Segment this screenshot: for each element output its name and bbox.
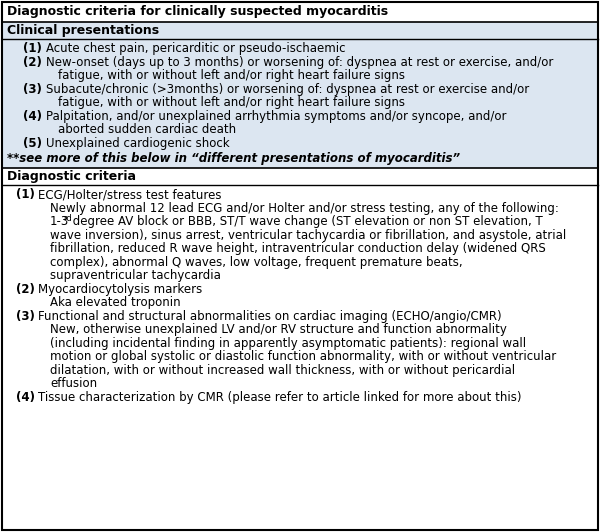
Bar [2, 39, 598, 168]
Bar [2, 185, 598, 408]
Text: (1): (1) [23, 42, 42, 55]
Text: (5): (5) [23, 137, 42, 149]
Text: (1): (1) [16, 188, 35, 201]
Text: effusion: effusion [50, 377, 97, 390]
Text: Myocardiocytolysis markers: Myocardiocytolysis markers [38, 282, 202, 296]
Text: Newly abnormal 12 lead ECG and/or Holter and/or stress testing, any of the follo: Newly abnormal 12 lead ECG and/or Holter… [50, 202, 559, 215]
Text: Diagnostic criteria for clinically suspected myocarditis: Diagnostic criteria for clinically suspe… [7, 5, 388, 19]
Text: complex), abnormal Q waves, low voltage, frequent premature beats,: complex), abnormal Q waves, low voltage,… [50, 256, 463, 269]
Text: Aka elevated troponin: Aka elevated troponin [50, 296, 181, 309]
Bar [2, 22, 598, 39]
Text: Acute chest pain, pericarditic or pseudo-ischaemic: Acute chest pain, pericarditic or pseudo… [46, 42, 346, 55]
Text: Palpitation, and/or unexplained arrhythmia symptoms and/or syncope, and/or: Palpitation, and/or unexplained arrhythm… [46, 110, 506, 123]
Text: Functional and structural abnormalities on cardiac imaging (ECHO/angio/CMR): Functional and structural abnormalities … [38, 310, 502, 323]
Text: Unexplained cardiogenic shock: Unexplained cardiogenic shock [46, 137, 230, 149]
Text: Tissue characterization by CMR (please refer to article linked for more about th: Tissue characterization by CMR (please r… [38, 390, 521, 404]
Text: New, otherwise unexplained LV and/or RV structure and function abnormality: New, otherwise unexplained LV and/or RV … [50, 323, 507, 336]
Text: dilatation, with or without increased wall thickness, with or without pericardia: dilatation, with or without increased wa… [50, 364, 515, 377]
Text: motion or global systolic or diastolic function abnormality, with or without ven: motion or global systolic or diastolic f… [50, 350, 556, 363]
Text: (3): (3) [23, 83, 42, 96]
Text: fibrillation, reduced R wave height, intraventricular conduction delay (widened : fibrillation, reduced R wave height, int… [50, 242, 546, 255]
Text: Clinical presentations: Clinical presentations [7, 24, 159, 37]
Text: Subacute/chronic (>3months) or worsening of: dyspnea at rest or exercise and/or: Subacute/chronic (>3months) or worsening… [46, 83, 529, 96]
Text: New-onset (days up to 3 months) or worsening of: dyspnea at rest or exercise, an: New-onset (days up to 3 months) or worse… [46, 56, 553, 69]
Text: Diagnostic criteria: Diagnostic criteria [7, 170, 136, 183]
Text: aborted sudden cardiac death: aborted sudden cardiac death [58, 123, 236, 136]
Bar [2, 168, 598, 185]
Text: (3): (3) [16, 310, 35, 323]
Text: fatigue, with or without left and/or right heart failure signs: fatigue, with or without left and/or rig… [58, 96, 405, 109]
Text: supraventricular tachycardia: supraventricular tachycardia [50, 269, 221, 282]
Text: (2): (2) [23, 56, 42, 69]
Text: degree AV block or BBB, ST/T wave change (ST elevation or non ST elevation, T: degree AV block or BBB, ST/T wave change… [69, 215, 543, 228]
Text: (4): (4) [16, 390, 35, 404]
Text: **see more of this below in “different presentations of myocarditis”: **see more of this below in “different p… [7, 152, 460, 165]
Text: (including incidental finding in apparently asymptomatic patients): regional wal: (including incidental finding in apparen… [50, 337, 526, 350]
Text: fatigue, with or without left and/or right heart failure signs: fatigue, with or without left and/or rig… [58, 69, 405, 82]
Text: (2): (2) [16, 282, 35, 296]
Bar [2, 2, 598, 22]
Text: (4): (4) [23, 110, 42, 123]
Text: 1-3: 1-3 [50, 215, 69, 228]
Text: ECG/Holter/stress test features: ECG/Holter/stress test features [38, 188, 221, 201]
Text: wave inversion), sinus arrest, ventricular tachycardia or fibrillation, and asys: wave inversion), sinus arrest, ventricul… [50, 229, 566, 242]
Text: rd: rd [63, 214, 72, 223]
